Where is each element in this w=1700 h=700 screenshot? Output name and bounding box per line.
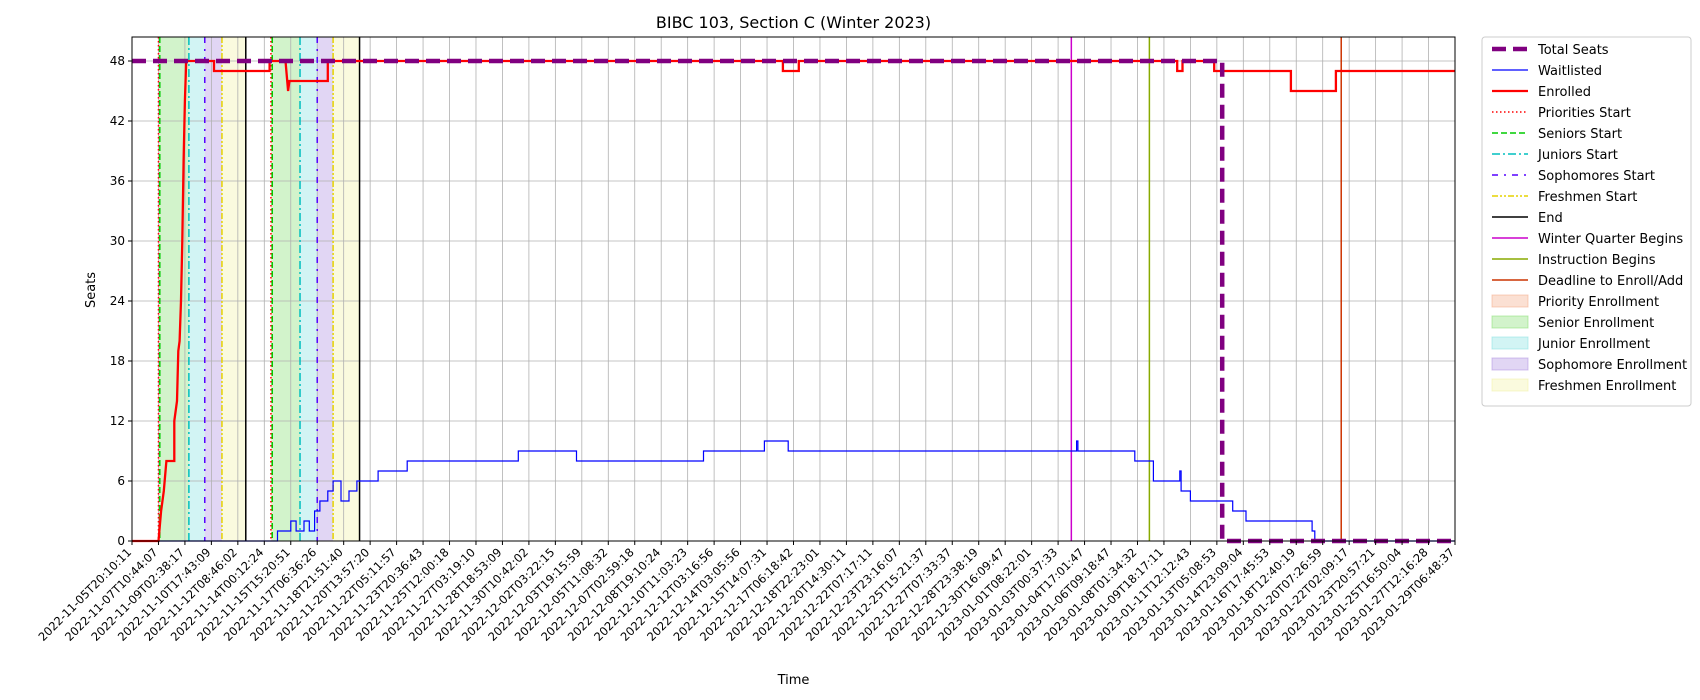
legend-freshmen-enrollment-label: Freshmen Enrollment (1538, 379, 1676, 394)
period-band-senior-enrollment-1 (272, 37, 301, 541)
legend-sophomores-start-label: Sophomores Start (1538, 169, 1655, 184)
legend-senior-enrollment-swatch (1491, 315, 1529, 329)
legend-waitlisted-label: Waitlisted (1538, 64, 1602, 79)
x-axis-label: Time (777, 673, 810, 688)
y-tick-label: 48 (110, 54, 125, 68)
legend-senior-enrollment-label: Senior Enrollment (1538, 316, 1654, 331)
y-tick-label: 6 (117, 474, 125, 488)
legend-sophomore-enrollment-label: Sophomore Enrollment (1538, 358, 1687, 373)
legend-deadline-to-enroll-add-label: Deadline to Enroll/Add (1538, 274, 1683, 289)
legend-juniors-start-label: Juniors Start (1537, 148, 1618, 163)
legend-priority-enrollment-swatch (1491, 294, 1529, 308)
legend-priority-enrollment-label: Priority Enrollment (1538, 295, 1659, 310)
legend-sophomore-enrollment-swatch (1491, 357, 1529, 371)
y-tick-label: 18 (110, 354, 125, 368)
y-tick-label: 24 (110, 294, 125, 308)
legend-seniors-start-label: Seniors Start (1538, 127, 1622, 142)
legend-freshmen-enrollment-swatch (1491, 378, 1529, 392)
legend-instruction-begins-label: Instruction Begins (1538, 253, 1656, 268)
legend: Total Seats Waitlisted Enrolled Priorities … (1481, 36, 1692, 407)
y-tick-label: 36 (110, 174, 125, 188)
period-band-junior-enrollment-0 (188, 37, 205, 541)
legend-end-label: End (1538, 211, 1563, 226)
legend-freshmen-start-label: Freshmen Start (1538, 190, 1637, 205)
legend-enrolled-label: Enrolled (1538, 85, 1591, 100)
y-tick-label: 30 (110, 234, 125, 248)
y-tick-label: 12 (110, 414, 125, 428)
legend-winter-quarter-begins-label: Winter Quarter Begins (1538, 232, 1683, 247)
series-line-waitlisted (132, 440, 1455, 542)
legend-priorities-start-label: Priorities Start (1538, 106, 1631, 121)
legend-total-seats-label: Total Seats (1537, 43, 1609, 58)
y-tick-label: 42 (110, 114, 125, 128)
period-band-freshmen-enrollment-1 (333, 37, 360, 541)
y-tick-label: 0 (117, 534, 125, 548)
y-axis-label: Seats (84, 272, 99, 308)
legend-junior-enrollment-label: Junior Enrollment (1537, 337, 1650, 352)
period-band-sophomore-enrollment-1 (317, 37, 334, 541)
period-band-junior-enrollment-1 (300, 37, 318, 541)
legend-junior-enrollment-swatch (1491, 336, 1529, 350)
period-band-freshmen-enrollment-0 (221, 37, 246, 541)
period-band-sophomore-enrollment-0 (204, 37, 222, 541)
legend-frame (1481, 36, 1692, 407)
chart-title: BIBC 103, Section C (Winter 2023) (656, 13, 931, 32)
